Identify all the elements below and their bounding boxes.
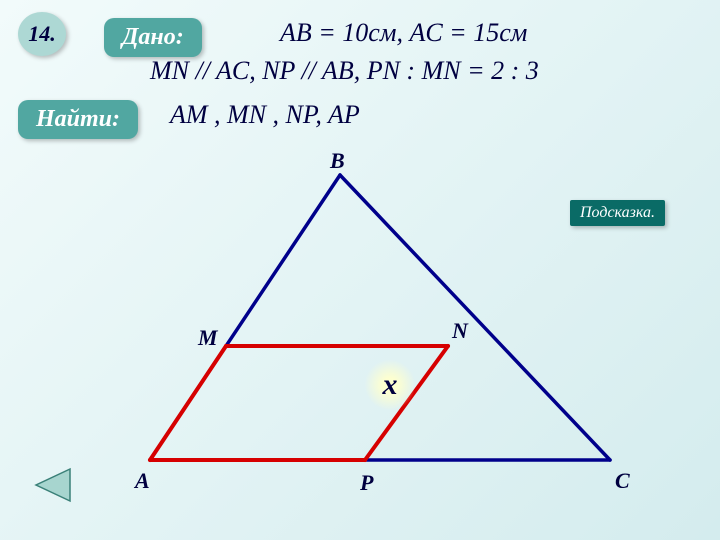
vertex-label-M: M (198, 325, 218, 351)
triangle-svg (90, 160, 650, 520)
x-variable-label: x (383, 368, 398, 402)
problem-number-badge: 14. (18, 12, 66, 56)
nav-arrow-icon (30, 465, 76, 505)
geometry-figure: ABCMNP x (90, 160, 650, 520)
prev-nav-button[interactable] (30, 465, 76, 510)
given-line-1: AB = 10см, AC = 15см (280, 18, 527, 48)
problem-number-text: 14. (28, 21, 56, 47)
given-label-text: Дано: (122, 24, 184, 50)
vertex-label-P: P (360, 470, 373, 496)
vertex-label-A: A (135, 468, 150, 494)
x-variable-bubble: x (365, 360, 415, 410)
find-text: AM , MN , NP, AP (170, 100, 360, 130)
find-label-badge: Найти: (18, 100, 138, 139)
given-label-badge: Дано: (104, 18, 202, 57)
vertex-label-C: C (615, 468, 630, 494)
vertex-label-B: B (330, 148, 345, 174)
given-line-2: MN // AC, NP // AB, PN : MN = 2 : 3 (150, 56, 539, 86)
find-label-text: Найти: (36, 106, 120, 132)
vertex-label-N: N (452, 318, 468, 344)
